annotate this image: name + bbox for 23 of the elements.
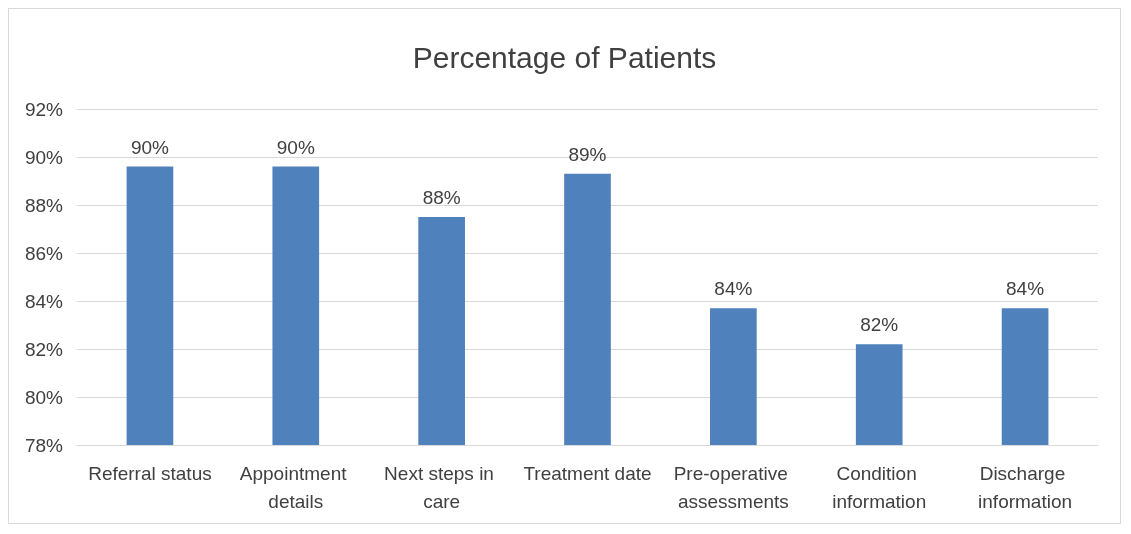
y-tick-label: 82% <box>24 338 64 360</box>
y-tick-label: 86% <box>24 242 64 264</box>
x-tick-label: Pre-operative assessments <box>673 462 794 512</box>
data-label: 90% <box>130 136 170 158</box>
x-tick-label: Discharge information <box>978 462 1073 512</box>
data-label: 90% <box>276 136 315 158</box>
x-tick-label: Next steps in care <box>384 462 500 512</box>
data-label: 89% <box>568 143 607 165</box>
y-tick-label: 92% <box>24 98 64 120</box>
data-label: 84% <box>1006 278 1045 300</box>
x-tick-label: Appointment details <box>239 462 352 512</box>
data-label: 84% <box>714 278 753 300</box>
chart-title: Percentage of Patients <box>412 40 717 74</box>
data-label: 82% <box>860 314 899 336</box>
y-tick-label: 80% <box>24 386 64 408</box>
x-tick-label: Referral status <box>88 462 212 484</box>
x-tick-label: Treatment date <box>523 462 652 484</box>
y-tick-label: 78% <box>24 434 64 456</box>
data-label: 88% <box>422 187 461 208</box>
y-tick-label: 84% <box>24 290 64 312</box>
y-tick-label: 90% <box>24 146 64 168</box>
y-tick-label: 88% <box>24 194 64 216</box>
x-tick-label: Condition information <box>832 462 927 512</box>
